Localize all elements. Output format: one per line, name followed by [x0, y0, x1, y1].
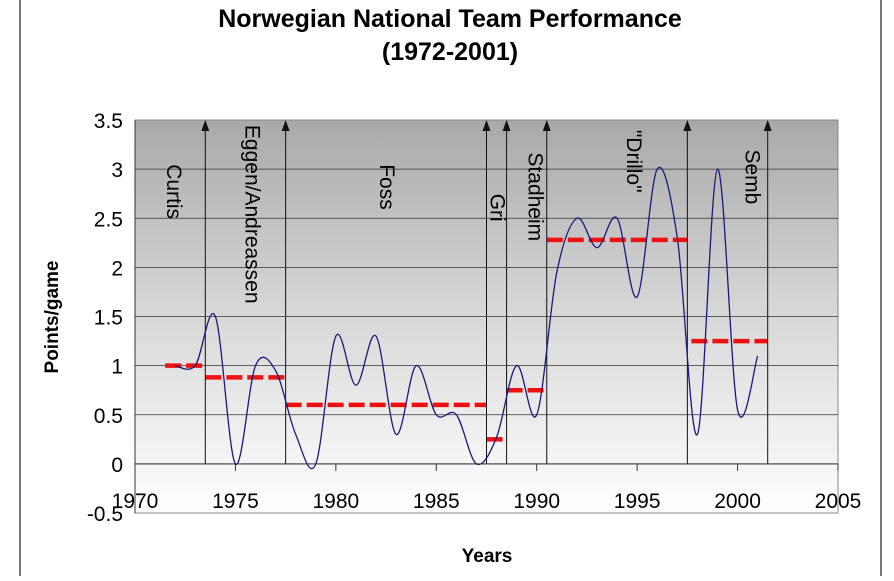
coach-label: Curtis [162, 164, 185, 219]
y-tick-label: 1 [111, 356, 123, 379]
y-tick-label: 2.5 [94, 208, 123, 231]
coach-label: Eggen/Andreassen [240, 125, 263, 304]
y-tick-label: 1.5 [94, 307, 123, 330]
chart-title-line-1: Norwegian National Team Performance [218, 5, 682, 33]
arrow-head-icon [763, 120, 772, 131]
coach-label: Foss [375, 164, 398, 210]
coach-label: Semb [741, 149, 764, 204]
x-axis-label: Years [462, 546, 513, 567]
x-tick-label: 1985 [413, 490, 460, 513]
x-tick-label: 1995 [614, 490, 661, 513]
arrow-head-icon [281, 120, 290, 131]
y-tick-label: 3 [111, 159, 123, 182]
coach-label: Stadheim [524, 152, 547, 241]
arrow-head-icon [201, 120, 210, 131]
y-tick-label: -0.5 [87, 503, 123, 526]
x-tick-label: 1980 [312, 490, 359, 513]
arrow-head-icon [542, 120, 551, 131]
arrow-head-icon [482, 120, 491, 131]
x-tick-label: 2005 [815, 490, 862, 513]
y-tick-label: 0 [111, 454, 123, 477]
coach-label: "Drillo" [622, 130, 645, 193]
y-tick-label: 0.5 [94, 405, 123, 428]
chart-title-line-2: (1972-2001) [382, 38, 518, 66]
y-axis-label: Points/game [42, 261, 63, 374]
y-tick-label: 2 [111, 257, 123, 280]
x-tick-label: 1990 [513, 490, 560, 513]
coach-label: Gri [486, 194, 509, 222]
x-tick-label: 1975 [212, 490, 259, 513]
x-tick-label: 1970 [112, 490, 159, 513]
arrow-head-icon [683, 120, 692, 131]
y-tick-label: 3.5 [94, 110, 123, 133]
series-line [175, 166, 759, 470]
x-tick-label: 2000 [714, 490, 761, 513]
arrow-head-icon [502, 120, 511, 131]
